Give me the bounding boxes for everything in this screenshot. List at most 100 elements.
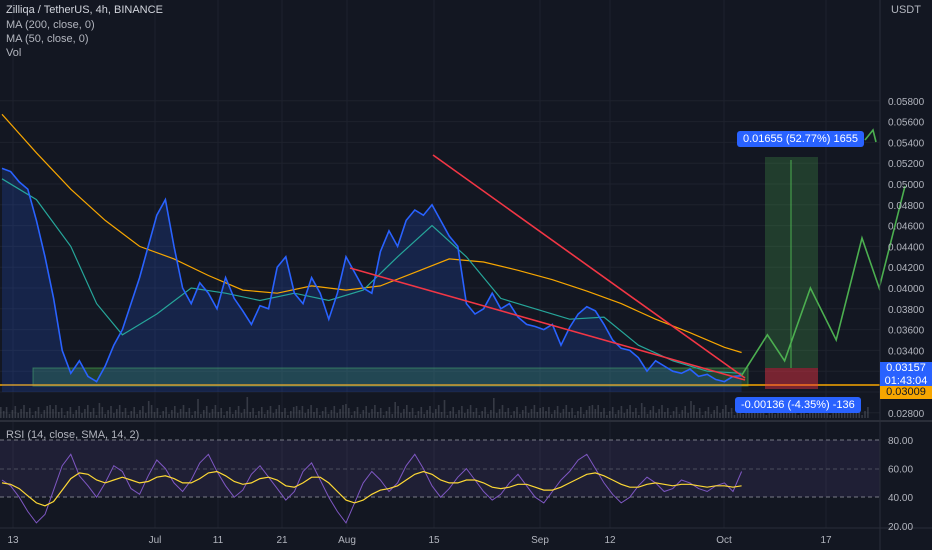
- current-price-tag: 0.03157 01:43:04: [880, 362, 932, 388]
- volume-bar: [791, 412, 794, 418]
- volume-bar: [751, 413, 753, 418]
- price-line: [1, 167, 742, 383]
- volume-bar: [66, 411, 69, 418]
- volume-bar: [522, 410, 524, 418]
- price-tick-label: 0.04400: [888, 242, 925, 253]
- volume-bar: [632, 412, 634, 418]
- volume-bar: [336, 413, 338, 418]
- volume-bar: [324, 407, 327, 418]
- volume-bar: [327, 414, 330, 418]
- volume-bar: [626, 409, 628, 418]
- volume-bar: [127, 415, 130, 418]
- time-tick-label: Oct: [716, 535, 732, 546]
- volume-bar: [139, 410, 141, 418]
- time-tick-label: 12: [604, 535, 616, 546]
- volume-bar: [577, 411, 579, 418]
- volume-bar: [49, 405, 51, 418]
- price-tick-label: 0.02800: [888, 409, 925, 420]
- volume-bar: [130, 411, 133, 418]
- time-tick-label: Sep: [531, 535, 549, 546]
- rsi-line: [1, 453, 743, 524]
- volume-bar: [37, 407, 40, 418]
- volume-bar: [606, 415, 608, 418]
- volume-bar: [275, 409, 278, 418]
- volume-bar: [556, 406, 559, 418]
- price-tick-label: 0.04200: [888, 263, 925, 274]
- symbol-legend[interactable]: Zilliqa / TetherUS, 4h, BINANCE: [6, 4, 163, 16]
- volume-bar: [408, 412, 411, 418]
- volume-bar: [89, 412, 92, 418]
- volume-bar: [368, 413, 370, 418]
- volume-bar: [316, 408, 318, 418]
- ma200-legend[interactable]: MA (200, close, 0): [6, 19, 95, 31]
- volume-bar: [432, 413, 434, 418]
- volume-bar: [388, 407, 391, 418]
- volume-bar: [429, 406, 431, 418]
- volume-bar: [646, 414, 649, 418]
- stop-zone: [765, 368, 818, 389]
- volume-bar: [5, 407, 8, 418]
- volume-bar: [246, 397, 249, 418]
- volume-bar: [226, 411, 228, 418]
- volume-bar: [597, 405, 599, 418]
- volume-bar: [350, 415, 353, 418]
- volume-bar: [52, 409, 54, 418]
- volume-bar: [81, 413, 83, 418]
- volume-bar: [101, 407, 104, 418]
- volume-bar: [168, 414, 170, 418]
- volume-bar: [281, 412, 283, 418]
- volume-bar: [858, 408, 860, 418]
- volume-bar: [145, 413, 147, 418]
- volume-bar: [272, 413, 275, 418]
- volume-bar: [353, 411, 356, 418]
- volume-bar: [794, 408, 797, 418]
- volume-bar: [861, 415, 863, 418]
- volume-bar: [536, 412, 539, 418]
- volume-bar: [374, 405, 376, 418]
- volume-bar: [591, 405, 594, 418]
- volume-bar: [58, 412, 60, 418]
- volume-bar: [806, 414, 808, 418]
- volume-bar: [530, 409, 533, 418]
- volume-bar: [600, 412, 602, 418]
- volume-bar: [701, 415, 704, 418]
- rsi-legend[interactable]: RSI (14, close, SMA, 14, 2): [6, 429, 140, 441]
- volume-bar: [217, 412, 220, 418]
- volume-bar: [156, 408, 159, 418]
- ma50-legend[interactable]: MA (50, close, 0): [6, 33, 89, 45]
- volume-bar: [78, 406, 80, 418]
- volume-bar: [710, 414, 713, 418]
- volume-bar: [698, 408, 701, 418]
- volume-bar: [174, 406, 176, 418]
- volume-bar: [452, 407, 454, 418]
- volume-bar: [832, 411, 834, 418]
- volume-legend[interactable]: Vol: [6, 47, 22, 59]
- price-tick-label: 0.04800: [888, 201, 925, 212]
- volume-bar: [234, 410, 237, 418]
- volume-bar: [539, 408, 541, 418]
- volume-bar: [519, 414, 521, 418]
- volume-bar: [214, 405, 217, 418]
- volume-bar: [46, 406, 48, 418]
- volume-bar: [797, 415, 800, 418]
- volume-bar: [43, 410, 46, 418]
- volume-bar: [551, 414, 553, 418]
- volume-bar: [704, 411, 707, 418]
- price-tick-label: 0.05800: [888, 97, 925, 108]
- volume-bar: [571, 408, 573, 418]
- volume-bar: [693, 405, 695, 418]
- volume-bar: [823, 412, 826, 418]
- volume-bar: [809, 410, 811, 418]
- volume-bar: [855, 412, 858, 418]
- volume-bar: [754, 409, 756, 418]
- volume-bar: [258, 411, 260, 418]
- volume-bar: [678, 414, 681, 418]
- volume-bar: [278, 405, 280, 418]
- volume-bar: [658, 409, 660, 418]
- volume-bar: [176, 413, 179, 418]
- volume-bar: [495, 413, 498, 418]
- volume-bar: [98, 403, 101, 418]
- volume-bar: [478, 415, 481, 418]
- price-tick-label: 0.04000: [888, 284, 925, 295]
- price-tick-label: 0.04600: [888, 222, 925, 233]
